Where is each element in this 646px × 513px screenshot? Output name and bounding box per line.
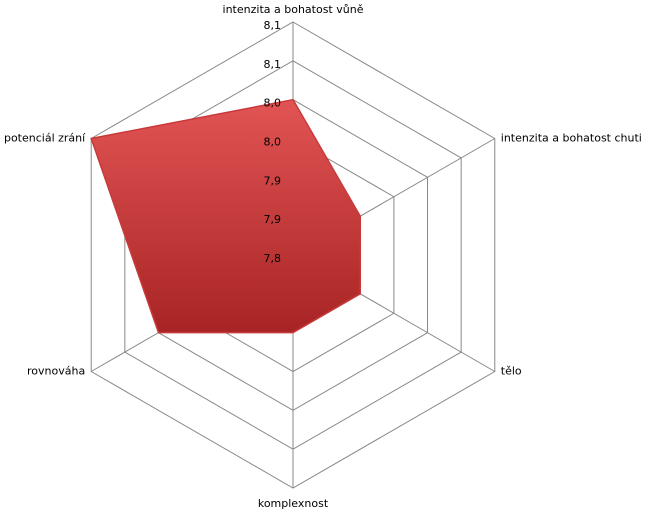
r-tick-label: 8,1 — [264, 19, 282, 32]
category-label: intenzita a bohatost vůně — [223, 3, 364, 16]
category-label: intenzita a bohatost chuti — [501, 132, 642, 145]
r-tick-label: 7,8 — [264, 252, 282, 265]
category-label: potenciál zrání — [4, 132, 86, 145]
category-label: tělo — [501, 365, 522, 378]
r-tick-label: 8,0 — [264, 97, 282, 110]
r-tick-label: 8,1 — [264, 58, 282, 71]
radar-area — [90, 98, 362, 334]
r-tick-label: 7,9 — [264, 174, 282, 187]
category-label: komplexnost — [258, 497, 329, 510]
r-tick-label: 7,9 — [264, 213, 282, 226]
r-tick-label: 8,0 — [264, 136, 282, 149]
category-label: rovnováha — [27, 365, 85, 378]
